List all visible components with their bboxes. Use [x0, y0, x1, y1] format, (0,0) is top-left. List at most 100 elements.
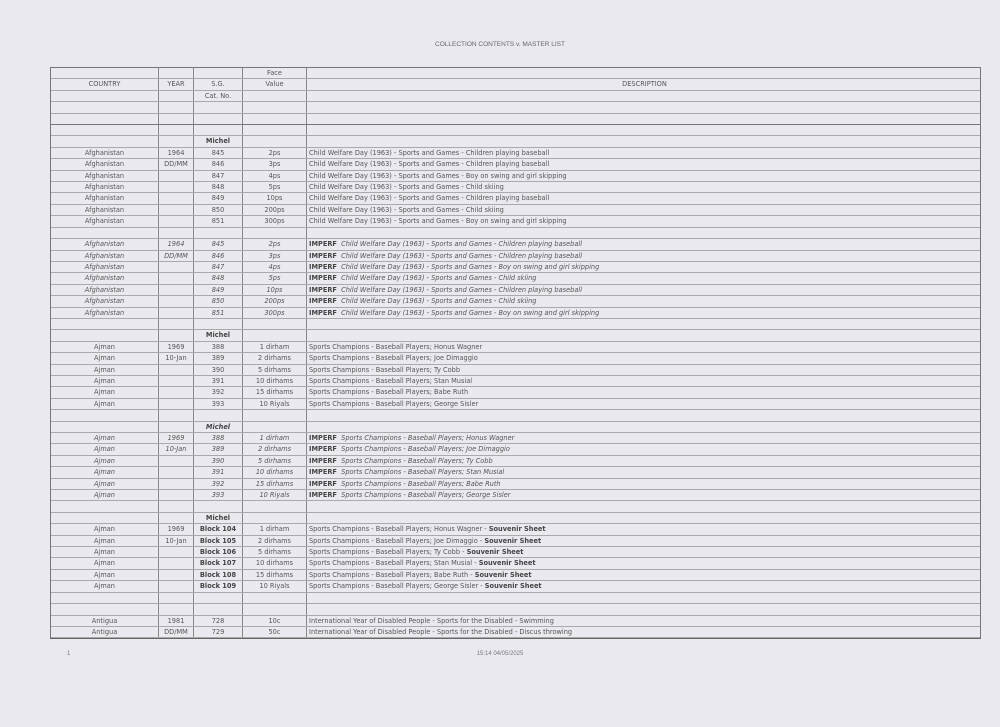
year-cell: [159, 410, 194, 421]
imperf-label: IMPERF: [309, 308, 337, 317]
description-cell: [307, 593, 980, 603]
country-cell: Afghanistan: [51, 159, 159, 170]
header-year: [159, 68, 194, 79]
table-row: Afghanistan 848 5ps IMPERF Child Welfare Da…: [51, 273, 980, 285]
country-cell: Ajman: [51, 353, 159, 364]
face-value-cell: 10 Riyals: [243, 490, 307, 501]
year-cell: [159, 318, 194, 330]
table-row: Ajman 392 15 dirhams IMPERF Sports Champion…: [51, 478, 980, 491]
country-cell: Afghanistan: [51, 307, 159, 318]
imperf-label: IMPERF: [309, 468, 337, 477]
country-cell: Ajman: [51, 433, 159, 444]
catalogue-number-cell: 846: [194, 159, 243, 170]
description-cell: [307, 501, 980, 511]
header-cat: Cat. No.: [194, 90, 243, 102]
description-cell: IMPERF Sports Champions - Baseball Playe…: [307, 467, 980, 477]
table-row: Ajman 391 10 dirhams IMPERF Sports Champion…: [51, 467, 980, 479]
country-cell: [51, 102, 159, 113]
face-value-cell: 1 dirham: [243, 341, 307, 353]
country-cell: [51, 410, 159, 421]
country-cell: Ajman: [51, 364, 159, 375]
header-country: [51, 68, 159, 79]
description-text: Child Welfare Day (1963) - Sports and Ga…: [309, 194, 550, 203]
year-cell: 1969: [159, 341, 194, 353]
country-cell: Antigua: [51, 615, 159, 626]
catalogue-number-cell: 728: [194, 615, 243, 626]
description-text: Sports Champions - Baseball Players; Geo…: [309, 582, 485, 591]
catalogue-number-cell: Michel: [194, 421, 243, 432]
blank-row: [51, 125, 980, 137]
souvenir-sheet-label: Souvenir Sheet: [466, 548, 524, 557]
description-cell: IMPERF Child Welfare Day (1963) - Sports…: [307, 308, 980, 318]
imperf-label: IMPERF: [309, 445, 337, 454]
table-row: Afghanistan DD/MM 846 3ps IMPERF Child Welfa…: [51, 250, 980, 262]
country-cell: Antigua: [51, 626, 159, 638]
year-cell: [159, 307, 194, 318]
description-cell: Sports Champions - Baseball Players; Hon…: [307, 342, 980, 352]
description-cell: Sports Champions - Baseball Players; Joe…: [307, 536, 980, 546]
face-value-cell: 1 dirham: [243, 433, 307, 444]
description-cell: Sports Champions - Baseball Players; Hon…: [307, 524, 980, 534]
document-title: COLLECTION CONTENTS v. MASTER LIST: [435, 41, 565, 48]
face-value-cell: 200ps: [243, 204, 307, 216]
year-cell: 1964: [159, 147, 194, 159]
table-row: Ajman 390 5 dirhams IMPERF Sports Champions…: [51, 455, 980, 468]
year-cell: [159, 455, 194, 467]
face-value-cell: 5ps: [243, 273, 307, 284]
face-value-cell: 50c: [243, 626, 307, 638]
face-value-cell: 4ps: [243, 170, 307, 182]
country-cell: Ajman: [51, 547, 159, 558]
description-text: Sports Champions - Baseball Players; Bab…: [309, 388, 469, 397]
catalogue-number-cell: 388: [194, 341, 243, 353]
catalogue-number-cell: Block 104: [194, 524, 243, 535]
description-text: Child Welfare Day (1963) - Sports and Ga…: [309, 183, 504, 192]
blank-row: [51, 227, 980, 240]
face-value-cell: [243, 125, 307, 136]
year-cell: [159, 113, 194, 125]
header-face: Face: [243, 68, 307, 79]
table-row: Ajman Block 107 10 dirhams Sports Champions…: [51, 558, 980, 570]
country-cell: Afghanistan: [51, 182, 159, 193]
year-cell: [159, 204, 194, 216]
face-value-cell: 2ps: [243, 147, 307, 159]
header-row: Face: [51, 68, 980, 80]
catalogue-number-cell: [194, 592, 243, 604]
blank-row: [51, 604, 980, 616]
header-face: Value: [243, 79, 307, 90]
table-row: Ajman 10-Jan 389 2 dirhams Sports Champions …: [51, 353, 980, 365]
face-value-cell: 15 dirhams: [243, 478, 307, 490]
description-text: Child Welfare Day (1963) - Sports and Ga…: [309, 205, 504, 214]
description-cell: Child Welfare Day (1963) - Sports and Ga…: [307, 193, 980, 203]
imperf-label: IMPERF: [309, 251, 337, 260]
description-cell: IMPERF Child Welfare Day (1963) - Sports…: [307, 273, 980, 283]
description-cell: IMPERF Child Welfare Day (1963) - Sports…: [307, 251, 980, 261]
description-cell: [307, 410, 980, 420]
year-cell: [159, 364, 194, 375]
description-text: Sports Champions - Baseball Players; Sta…: [309, 376, 473, 385]
table-row: Afghanistan 1964 845 2ps IMPERF Child Welfar…: [51, 239, 980, 251]
year-cell: [159, 273, 194, 284]
catalogue-number-cell: 848: [194, 273, 243, 284]
year-cell: [159, 216, 194, 227]
year-cell: [159, 193, 194, 204]
year-cell: [159, 261, 194, 273]
souvenir-sheet-label: Souvenir Sheet: [488, 525, 546, 534]
description-text: Child Welfare Day (1963) - Sports and Ga…: [341, 285, 583, 294]
catalogue-number-cell: [194, 227, 243, 239]
description-cell: Sports Champions - Baseball Players; Bab…: [307, 387, 980, 397]
catalogue-number-cell: Michel: [194, 512, 243, 524]
country-cell: Afghanistan: [51, 273, 159, 284]
year-cell: [159, 490, 194, 501]
year-cell: [159, 102, 194, 113]
face-value-cell: 200ps: [243, 296, 307, 307]
country-cell: Ajman: [51, 524, 159, 535]
country-cell: Ajman: [51, 341, 159, 353]
description-cell: Child Welfare Day (1963) - Sports and Ga…: [307, 171, 980, 181]
country-cell: Afghanistan: [51, 261, 159, 273]
description-cell: Sports Champions - Baseball Players; Geo…: [307, 399, 980, 409]
year-cell: 10-Jan: [159, 444, 194, 455]
face-value-cell: 2 dirhams: [243, 353, 307, 364]
table-row: Ajman 392 15 dirhams Sports Champions - Bas…: [51, 387, 980, 399]
country-cell: [51, 501, 159, 512]
blank-row: [51, 113, 980, 126]
